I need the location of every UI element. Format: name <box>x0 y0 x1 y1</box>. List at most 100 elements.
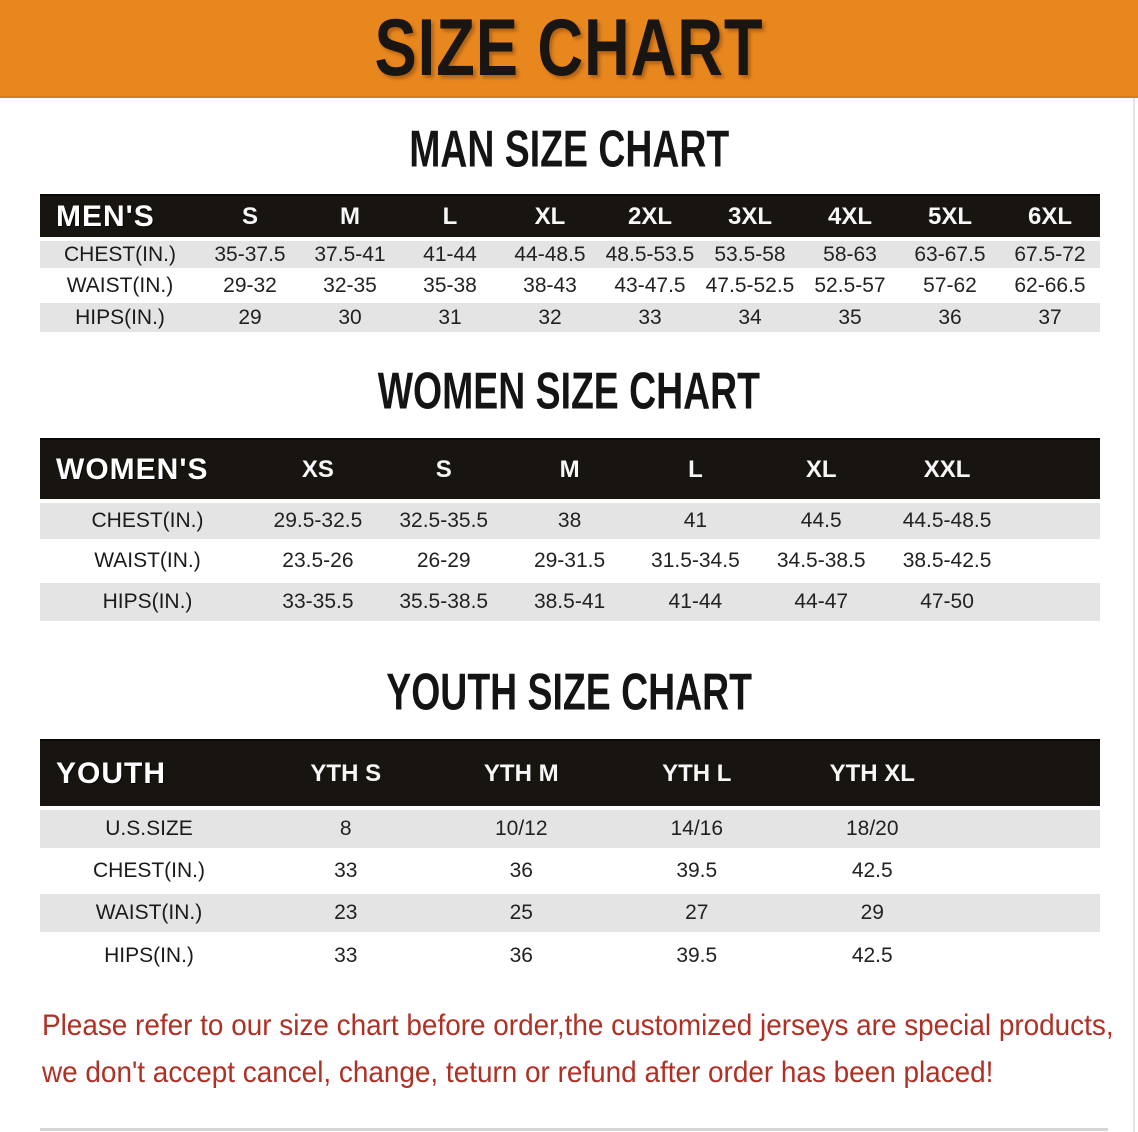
filler-cell <box>1010 581 1100 621</box>
right-edge-line <box>1133 98 1135 1132</box>
women-size-column: XXL <box>884 438 1010 502</box>
women-size-column: L <box>632 438 759 502</box>
row-label: HIPS(IN.) <box>104 944 194 967</box>
men-size-column: S <box>200 194 300 240</box>
banner-title: SIZE CHART <box>374 3 764 93</box>
youth-table-title: YOUTH <box>40 739 258 809</box>
youth-size-column: YTH L <box>609 739 785 809</box>
women-size-column: XL <box>758 438 885 502</box>
measure-cell: 42.5 <box>851 859 893 882</box>
women-size-column: XS <box>255 438 381 502</box>
women-size-section: WOMEN SIZE CHART WOMEN'S XS S M L XL XXL… <box>0 363 1138 621</box>
youth-header-row: YOUTH YTH S YTH M YTH L YTH XL <box>40 739 1100 809</box>
men-section-heading: MAN SIZE CHART <box>0 121 1138 179</box>
filler-cell <box>960 934 1100 976</box>
women-header-row: WOMEN'S XS S M L XL XXL <box>40 438 1100 502</box>
measure-cell: 32.5-35.5 <box>399 509 489 532</box>
men-section-heading-text: MAN SIZE CHART <box>409 120 729 179</box>
measure-cell: 34.5-38.5 <box>776 549 866 572</box>
measure-cell: 29 <box>860 901 884 924</box>
measure-cell: 41-44 <box>668 590 723 613</box>
measure-cell: 14/16 <box>670 817 724 840</box>
youth-size-column: YTH M <box>433 739 609 809</box>
notice-line-2: we don't accept cancel, change, teturn o… <box>42 1056 994 1089</box>
measure-cell: 47-50 <box>920 590 974 613</box>
men-size-column: XL <box>500 194 600 240</box>
footer-notice: Please refer to our size chart before or… <box>0 976 1138 1096</box>
measure-cell: 38.5-41 <box>533 590 606 613</box>
measure-cell: 23 <box>334 901 358 924</box>
youth-size-section: YOUTH SIZE CHART YOUTH YTH S YTH M YTH L… <box>0 664 1138 976</box>
youth-section-heading: YOUTH SIZE CHART <box>0 664 1138 722</box>
measure-cell: 47.5-52.5 <box>705 273 795 297</box>
measure-cell: 48.5-53.5 <box>605 242 695 266</box>
measure-cell: 33 <box>334 944 358 967</box>
measure-cell: 36 <box>938 305 962 329</box>
men-table-title: MEN'S <box>40 194 200 240</box>
measure-cell: 25 <box>509 901 533 924</box>
table-row: CHEST(IN.) 35-37.5 37.5-41 41-44 44-48.5… <box>40 239 1100 270</box>
filler-cell <box>960 892 1100 934</box>
women-size-column: S <box>380 438 507 502</box>
measure-cell: 44-48.5 <box>514 242 586 266</box>
row-label: WAIST(IN.) <box>95 901 203 924</box>
youth-size-column: YTH S <box>258 739 434 809</box>
men-size-column: M <box>300 194 400 240</box>
men-size-column: 5XL <box>900 194 1000 240</box>
measure-cell: 37.5-41 <box>314 242 386 266</box>
youth-size-column: YTH XL <box>784 739 960 809</box>
filler-cell <box>1010 438 1100 502</box>
measure-cell: 39.5 <box>676 859 718 882</box>
men-size-table: MEN'S S M L XL 2XL 3XL 4XL 5XL 6XL CHEST… <box>40 194 1100 332</box>
table-row: HIPS(IN.) 33 36 39.5 42.5 <box>40 934 1100 976</box>
measure-cell: 30 <box>338 305 362 329</box>
table-row: WAIST(IN.) 23 25 27 29 <box>40 892 1100 934</box>
measure-cell: 37 <box>1038 305 1062 329</box>
measure-cell: 53.5-58 <box>714 242 786 266</box>
measure-cell: 29-32 <box>223 273 277 297</box>
table-row: WAIST(IN.) 23.5-26 26-29 29-31.5 31.5-34… <box>40 541 1100 581</box>
measure-cell: 31 <box>438 305 462 329</box>
measure-cell: 44.5 <box>800 509 842 532</box>
measure-cell: 44.5-48.5 <box>902 509 992 532</box>
measure-cell: 36 <box>509 944 533 967</box>
measure-cell: 33 <box>334 859 358 882</box>
row-label: HIPS(IN.) <box>102 590 193 613</box>
measure-cell: 10/12 <box>494 817 548 840</box>
measure-cell: 35-38 <box>423 273 477 297</box>
filler-cell <box>960 808 1100 850</box>
table-row: CHEST(IN.) 33 36 39.5 42.5 <box>40 850 1100 892</box>
row-label: WAIST(IN.) <box>66 273 174 297</box>
measure-cell: 33-35.5 <box>282 590 354 613</box>
measure-cell: 36 <box>509 859 533 882</box>
men-size-column: L <box>400 194 500 240</box>
row-label: CHEST(IN.) <box>91 509 204 532</box>
measure-cell: 32 <box>538 305 562 329</box>
measure-cell: 29.5-32.5 <box>273 509 363 532</box>
measure-cell: 44-47 <box>794 590 849 613</box>
row-label: CHEST(IN.) <box>64 242 176 266</box>
measure-cell: 35-37.5 <box>214 242 286 266</box>
measure-cell: 8 <box>339 817 352 840</box>
table-row: HIPS(IN.) 29 30 31 32 33 34 35 36 37 <box>40 301 1100 332</box>
table-row: HIPS(IN.) 33-35.5 35.5-38.5 38.5-41 41-4… <box>40 581 1100 621</box>
men-size-column: 6XL <box>1000 194 1100 240</box>
bottom-edge-line <box>40 1128 1108 1131</box>
row-label: U.S.SIZE <box>105 817 193 840</box>
men-size-column: 4XL <box>800 194 900 240</box>
measure-cell: 35.5-38.5 <box>399 590 489 613</box>
filler-cell <box>960 739 1100 809</box>
filler-cell <box>1010 541 1100 581</box>
measure-cell: 57-62 <box>923 273 977 297</box>
youth-section-heading-text: YOUTH SIZE CHART <box>386 663 752 722</box>
measure-cell: 29 <box>238 305 262 329</box>
measure-cell: 34 <box>738 305 762 329</box>
youth-size-table: YOUTH YTH S YTH M YTH L YTH XL U.S.SIZE … <box>40 739 1100 976</box>
measure-cell: 52.5-57 <box>814 273 886 297</box>
measure-cell: 38 <box>557 509 582 532</box>
measure-cell: 35 <box>838 305 862 329</box>
women-size-table: WOMEN'S XS S M L XL XXL CHEST(IN.) 29.5-… <box>40 438 1100 621</box>
row-label: CHEST(IN.) <box>93 859 205 882</box>
measure-cell: 23.5-26 <box>282 549 354 572</box>
measure-cell: 41 <box>683 509 708 532</box>
